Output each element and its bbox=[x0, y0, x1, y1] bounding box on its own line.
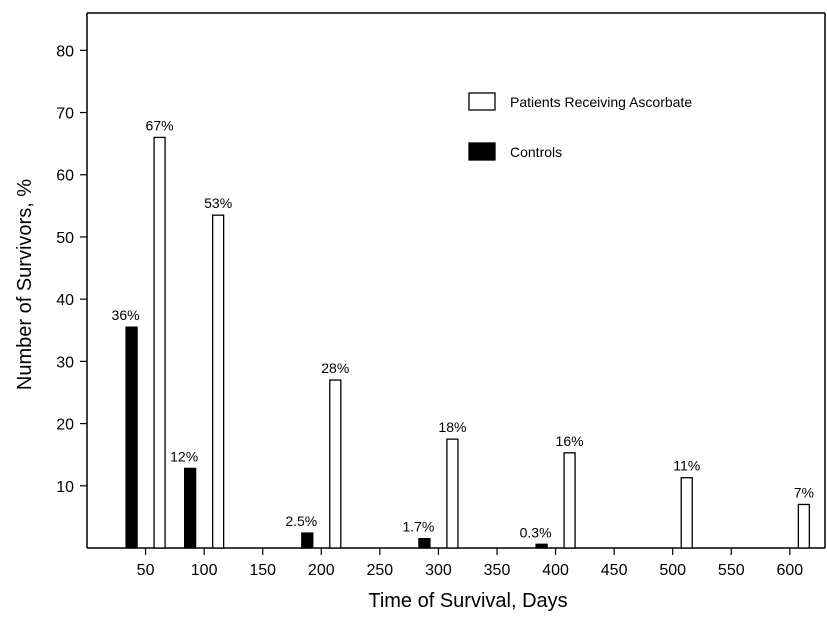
ascorbate-bar-label: 18% bbox=[438, 419, 466, 435]
axes: 50 100 150 200 250 300 350 400 450 500 550 600 10 20 3… bbox=[56, 12, 826, 579]
x-tick-label: 250 bbox=[367, 562, 394, 579]
control-bar-label: 0.3% bbox=[520, 524, 552, 540]
ascorbate-bar-label: 67% bbox=[146, 117, 174, 133]
legend: Patients Receiving Ascorbate Controls bbox=[468, 92, 692, 161]
x-tick-label: 600 bbox=[777, 562, 804, 579]
control-bar bbox=[535, 543, 548, 549]
control-bar bbox=[418, 538, 431, 549]
bars bbox=[125, 136, 811, 549]
x-tick-label: 300 bbox=[425, 562, 452, 579]
ascorbate-bar-label: 53% bbox=[204, 195, 232, 211]
x-tick-label: 350 bbox=[484, 562, 511, 579]
y-tick-label: 70 bbox=[56, 106, 74, 123]
ascorbate-bar bbox=[211, 214, 225, 549]
ascorbate-bar-label: 11% bbox=[673, 458, 700, 474]
ascorbate-bar bbox=[329, 379, 342, 549]
x-tick-label: 100 bbox=[191, 562, 218, 579]
legend-label-ascorbate: Patients Receiving Ascorbate bbox=[510, 94, 692, 110]
x-tick-label: 50 bbox=[137, 562, 155, 579]
y-axis-title: Number of Survivors, % bbox=[14, 179, 36, 390]
control-bar bbox=[183, 467, 197, 549]
ascorbate-bar bbox=[563, 452, 576, 549]
y-tick-label: 40 bbox=[56, 292, 74, 309]
x-tick-label: 500 bbox=[659, 562, 686, 579]
ascorbate-bar bbox=[153, 136, 166, 549]
x-tick-label: 150 bbox=[249, 562, 276, 579]
x-axis-title: Time of Survival, Days bbox=[368, 590, 567, 612]
control-bar bbox=[301, 532, 314, 549]
y-tick-label: 60 bbox=[56, 168, 74, 185]
control-bar-label: 2.5% bbox=[285, 513, 317, 529]
control-bar-label: 1.7% bbox=[402, 519, 434, 535]
control-bar bbox=[125, 326, 138, 549]
control-bar-label: 36% bbox=[112, 307, 140, 323]
y-tick-label: 10 bbox=[56, 479, 74, 496]
x-tick-label: 450 bbox=[601, 562, 628, 579]
ascorbate-bar bbox=[797, 503, 811, 549]
x-tick-label: 550 bbox=[718, 562, 745, 579]
x-tick-label: 200 bbox=[308, 562, 335, 579]
ascorbate-bar bbox=[446, 438, 459, 549]
x-tick-label: 400 bbox=[542, 562, 569, 579]
y-tick-label: 50 bbox=[56, 230, 74, 247]
legend-label-controls: Controls bbox=[510, 144, 562, 160]
data-labels: 67% 53% 28% 18% 16% 11% 7% 36% 12% 2.5% 1.7% 0.3% bbox=[112, 117, 814, 540]
y-tick-label: 80 bbox=[56, 43, 74, 60]
ascorbate-bar-label: 16% bbox=[556, 433, 584, 449]
y-tick-label: 30 bbox=[56, 354, 74, 371]
control-bar-label: 12% bbox=[170, 448, 198, 464]
legend-swatch-controls bbox=[468, 142, 496, 161]
y-tick-label: 20 bbox=[56, 417, 74, 434]
ascorbate-bar-label: 28% bbox=[321, 360, 349, 376]
legend-swatch-ascorbate bbox=[468, 92, 496, 111]
ascorbate-bar bbox=[680, 477, 693, 549]
ascorbate-bar-label: 7% bbox=[794, 484, 814, 500]
